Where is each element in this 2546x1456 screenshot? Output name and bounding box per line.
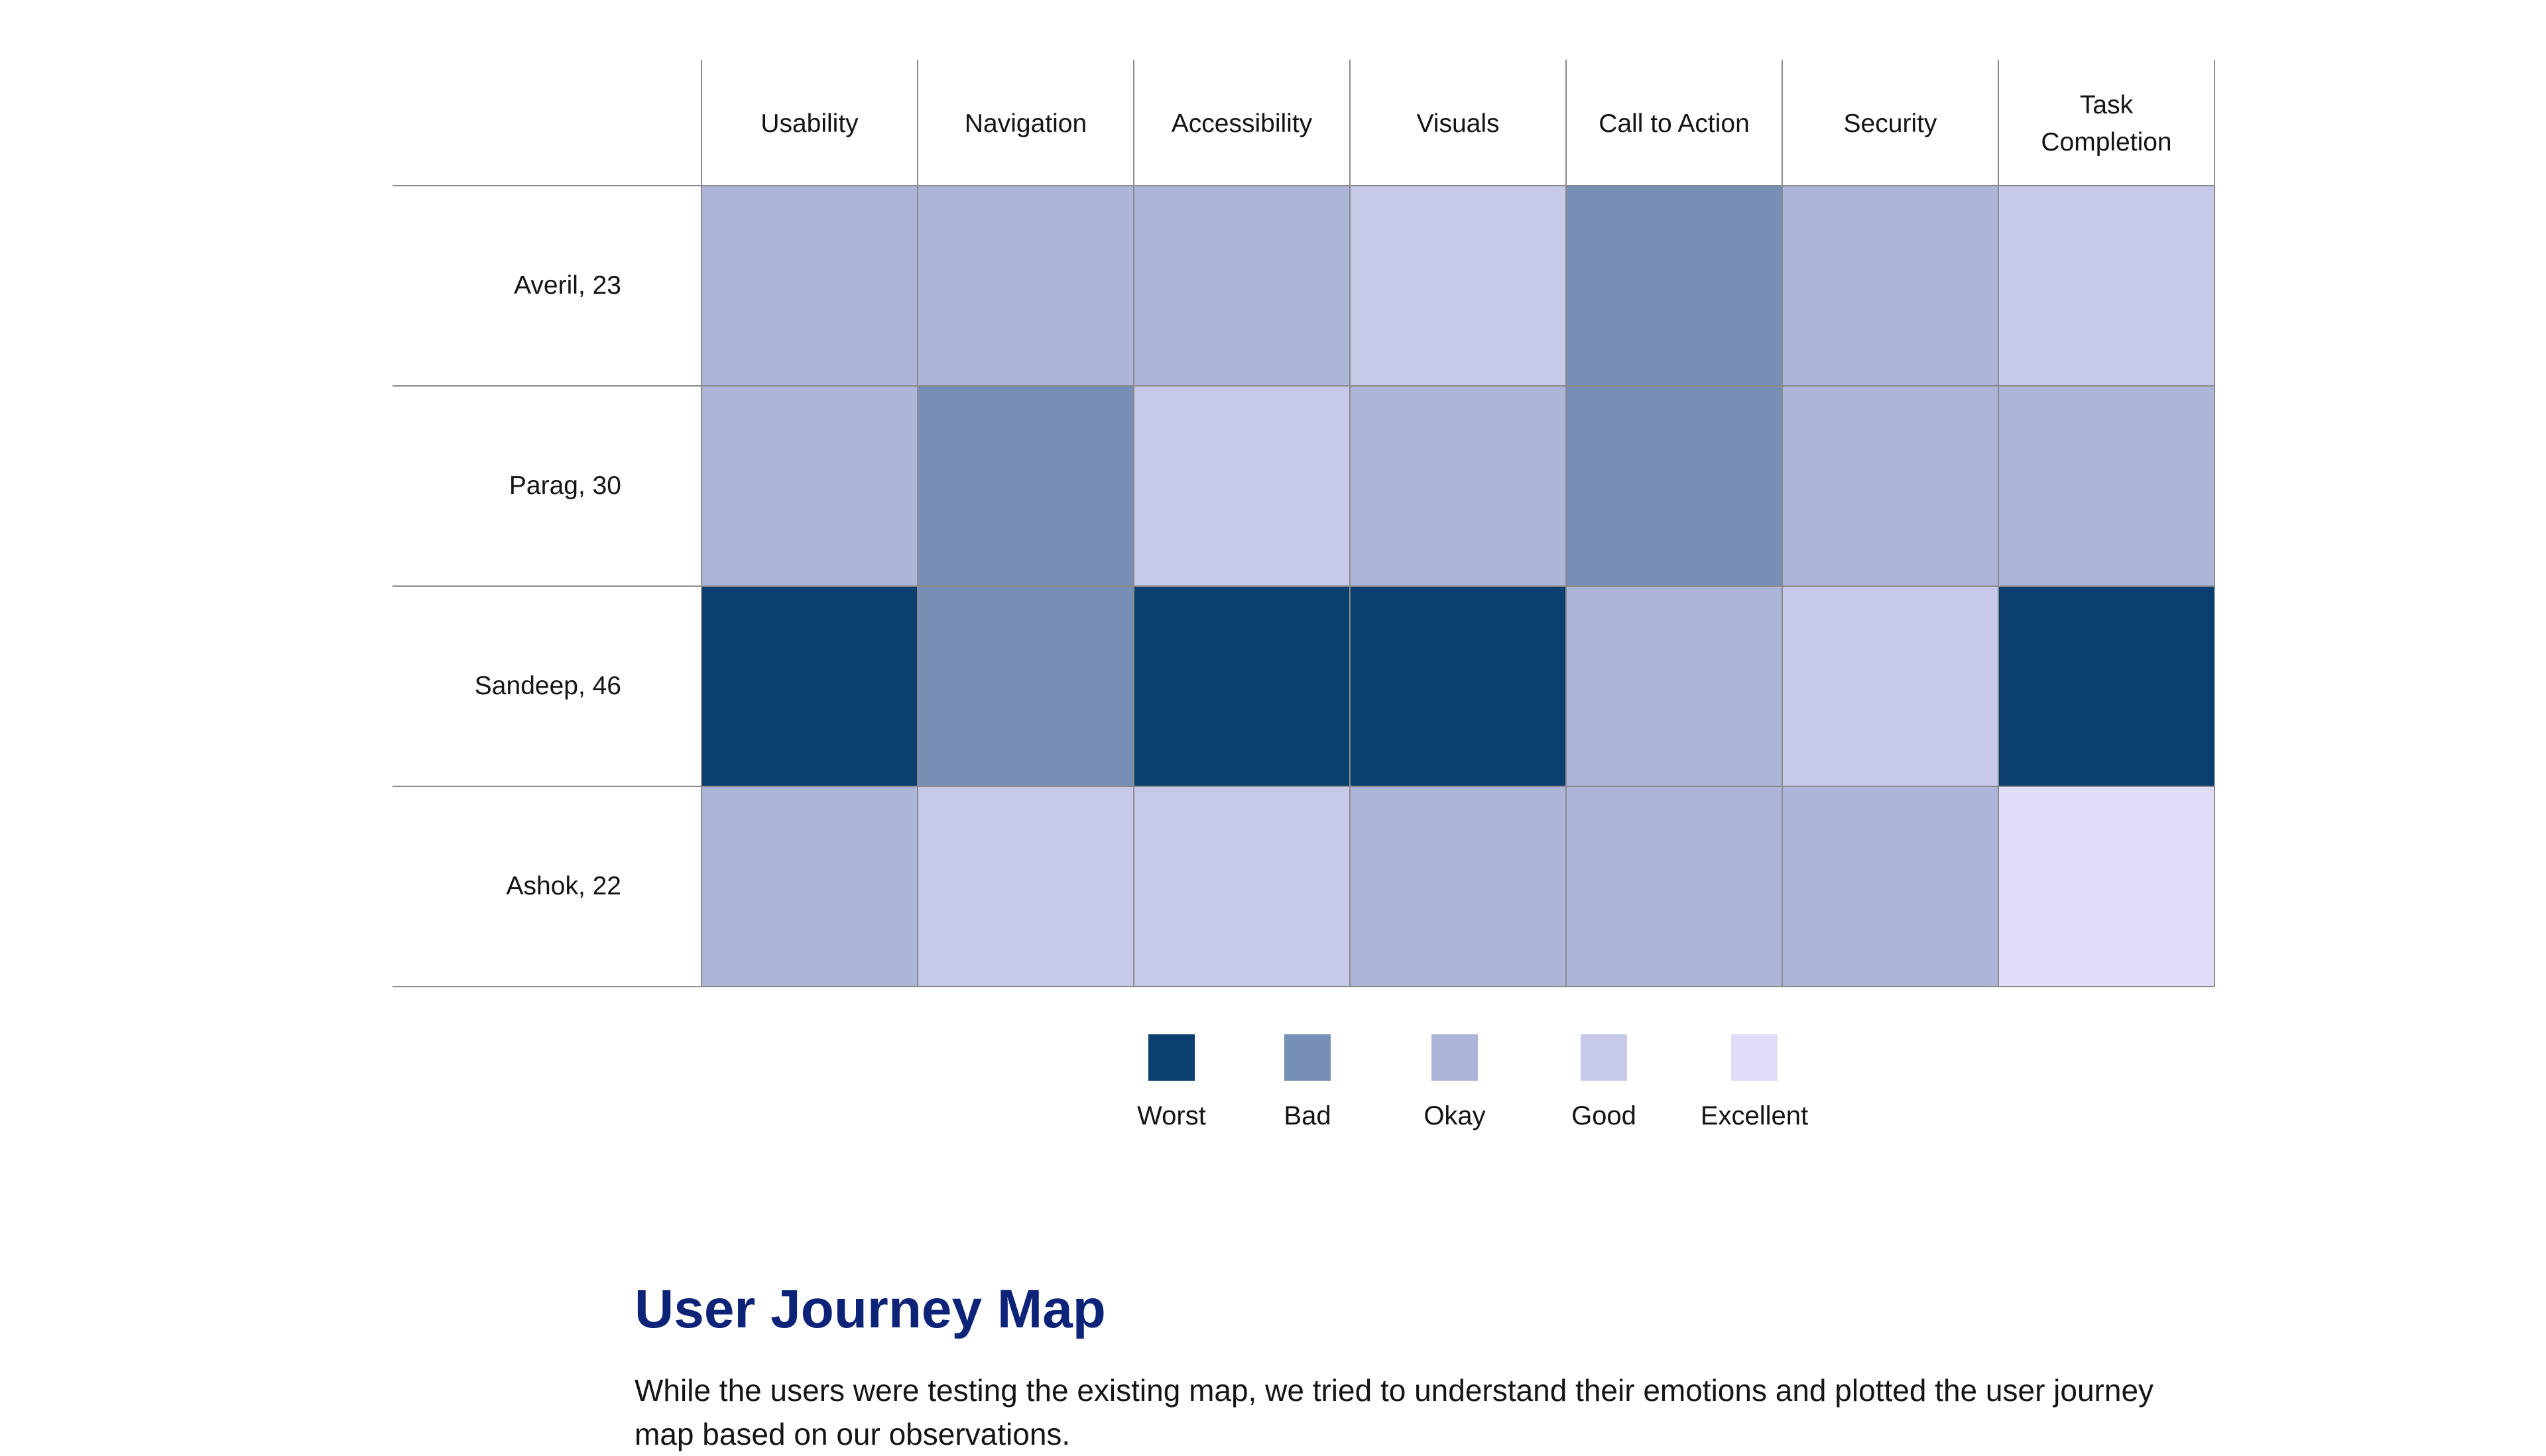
column-label: Security [1844,109,1937,138]
section-title: User Journey Map [635,1279,1106,1339]
heatmap-cell [918,186,1134,386]
heatmap-cell [918,786,1134,987]
heatmap-cell [1782,786,1998,987]
heatmap-cell [1566,386,1782,586]
legend-label: Excellent [1701,1101,1808,1130]
heatmap-cell [918,386,1134,586]
row-label: Averil, 23 [514,271,621,300]
heatmap-cell [1566,786,1782,987]
heatmap-cell [1566,586,1782,786]
heatmap-cell [701,586,918,786]
legend-label: Worst [1137,1101,1206,1130]
heatmap-cell [701,786,918,987]
column-label: Navigation [965,109,1087,138]
heatmap-cell [701,186,918,386]
row-label: Sandeep, 46 [475,672,621,700]
heatmap-cell [1998,586,2214,786]
heatmap-cell [1782,386,1998,586]
heatmap-cell [1782,186,1998,386]
row-label: Parag, 30 [509,471,621,500]
heatmap-cell [1998,386,2214,586]
journey-map-section: User Journey Map While the users were te… [635,1279,2179,1456]
heatmap-cell [1350,586,1566,786]
section-body: While the users were testing the existin… [635,1373,2154,1452]
row-label: Ashok, 22 [507,872,621,900]
heatmap-cell [701,386,918,586]
legend-swatch [1431,1034,1478,1081]
heatmap-cell [1350,186,1566,386]
legend-label: Good [1571,1101,1636,1130]
legend-swatch [1581,1034,1627,1081]
column-label: Accessibility [1172,109,1313,138]
heatmap-cell [1134,786,1350,987]
heatmap-cell [1998,786,2214,987]
heatmap-cell [1350,786,1566,987]
legend-label: Bad [1284,1101,1331,1130]
heatmap-cell [1134,386,1350,586]
heatmap-cell [1782,586,1998,786]
heatmap-cell [1134,586,1350,786]
column-label: Task Completion [2041,91,2171,156]
column-label: Usability [760,109,859,138]
heatmap-cell [1350,386,1566,586]
heatmap-cell [1134,186,1350,386]
legend-swatch [1284,1034,1331,1081]
heatmap-cell [1566,186,1782,386]
legend-swatch [1731,1034,1778,1081]
heatmap-cell [918,586,1134,786]
column-label: Call to Action [1599,109,1750,138]
legend-swatch [1148,1034,1195,1081]
column-label: Visuals [1416,109,1499,138]
legend-label: Okay [1424,1101,1485,1130]
heatmap-chart: Usability Navigation Accessibility Visuals C… [393,60,2215,1130]
heatmap-cell [1998,186,2214,386]
